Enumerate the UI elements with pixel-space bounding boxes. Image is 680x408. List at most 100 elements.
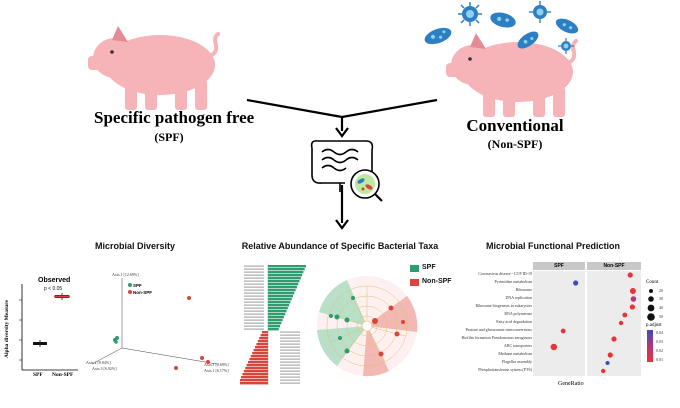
pathway-dot	[550, 343, 557, 351]
lefse-bar-label-line	[280, 340, 300, 342]
flow-arrows	[246, 98, 438, 223]
pcoa-axis-label: Axis.3 [6.92%]	[92, 366, 117, 371]
pcoa-point	[174, 366, 178, 370]
lefse-bar-label-line	[280, 331, 300, 333]
lefse-bar-chart	[240, 264, 306, 385]
lefse-bar-label-line	[280, 373, 300, 375]
pathway-label: RNA polymerase	[504, 311, 532, 316]
spf-abbr: (SPF)	[154, 130, 184, 144]
lefse-bar	[257, 340, 268, 343]
pcoa-axis-label: Axis.2 [8.84%]	[86, 360, 111, 365]
nonspf-clade	[367, 296, 418, 332]
y-ticks	[19, 299, 22, 361]
padj-legend-label: 0.04	[656, 330, 663, 335]
pathway-label: Fatty acid degradation	[496, 319, 532, 324]
lefse-bar	[242, 373, 268, 376]
padj-legend-title: p.adjust	[646, 323, 662, 328]
lefse-bar-label-line	[244, 328, 264, 330]
lefse-bar-label-line	[244, 319, 264, 321]
pathway-label: Pentose and glucuronate interconversions	[465, 327, 532, 332]
pcoa-axes	[91, 278, 218, 365]
lefse-bar	[268, 319, 283, 322]
lefse-bar	[260, 334, 268, 337]
lefse-bar	[268, 298, 292, 301]
pathway-dot	[622, 312, 628, 318]
lefse-bar-label-line	[280, 358, 300, 360]
microbes-icon	[424, 1, 579, 54]
lefse-bar	[268, 271, 304, 274]
dotplot-xlabel: GeneRatio	[558, 381, 584, 387]
lefse-bar-label-line	[280, 364, 300, 366]
lefse-bar-label-line	[280, 337, 300, 339]
nonspf-clade	[363, 326, 389, 377]
facet-label-nonspf: Non-SPF	[603, 263, 625, 269]
lefse-bar-label-line	[244, 277, 264, 279]
lefse-bar	[268, 277, 301, 280]
pathway-label: Coronavirus disease - COVID-19	[478, 271, 532, 276]
lefse-bar	[250, 355, 268, 358]
lefse-bar	[268, 265, 306, 268]
lefse-bar-label-line	[244, 265, 264, 267]
lefse-bar	[241, 376, 268, 379]
pcoa-legend-dot	[128, 290, 132, 294]
lefse-cladogram	[317, 276, 418, 377]
lefse-bar-label-line	[244, 271, 264, 273]
lefse-bar	[268, 280, 300, 283]
spf-clade	[317, 326, 367, 366]
lefse-bar	[248, 361, 268, 364]
pathway-label: Ribosome	[515, 287, 532, 292]
lefse-bar	[240, 382, 268, 385]
lefse-bar	[245, 367, 268, 370]
lefse-bar-label-line	[280, 361, 300, 363]
pcoa-point	[200, 356, 204, 360]
lefse-bar-label-line	[280, 343, 300, 345]
count-legend-label: 40	[659, 305, 663, 310]
lefse-bar	[252, 352, 268, 355]
spf-pig-icon	[88, 26, 220, 110]
lefse-bar-label-line	[244, 322, 264, 324]
pathway-dot	[630, 296, 637, 302]
top-illustration	[88, 1, 579, 230]
pcoa-axis-label: Axis.1 [12.69%]	[112, 272, 139, 277]
lefse-bar	[268, 268, 305, 271]
lefse-bar	[253, 349, 268, 352]
pcoa-axis-label: Axis.1 [8.69%]	[204, 362, 229, 367]
pathway-label: Pyrimidine metabolism	[494, 279, 532, 284]
lefse-legend-spf: SPF	[422, 264, 436, 271]
section-title-functional: Microbial Functional Prediction	[485, 241, 620, 251]
lefse-bar	[243, 370, 268, 373]
arrow-head-icon	[335, 219, 349, 230]
pig-eye-icon	[468, 57, 472, 61]
lefse-bar-label-line	[244, 283, 264, 285]
padj-colorbar	[647, 330, 653, 362]
padj-legend-label: 0.02	[656, 348, 663, 353]
arrow-head-icon	[335, 127, 349, 138]
pathway-dot	[618, 320, 624, 326]
lefse-bar-label-line	[244, 280, 264, 282]
lefse-bar-label-line	[244, 292, 264, 294]
pcoa-point	[114, 340, 118, 344]
lefse-bar-label-line	[244, 295, 264, 297]
pcoa-plot	[91, 278, 218, 370]
pcoa-point	[187, 296, 191, 300]
lefse-bar	[268, 289, 296, 292]
lefse-bar-label-line	[244, 307, 264, 309]
lefse-bar	[240, 379, 268, 382]
functional-dotplot	[533, 262, 641, 376]
conventional-abbr: (Non-SPF)	[487, 137, 543, 151]
padj-legend-label: 0.03	[656, 339, 663, 344]
pathway-label: Biofilm formation Pseudomonas aeruginosa	[461, 335, 532, 340]
lefse-bar-label-line	[244, 301, 264, 303]
pathway-dot	[605, 361, 610, 365]
lefse-bar	[268, 310, 287, 313]
lefse-bar-label-line	[280, 379, 300, 381]
section-title-diversity: Microbial Diversity	[94, 241, 176, 251]
pathway-dot	[607, 352, 613, 358]
lefse-legend-nonspf: Non-SPF	[422, 278, 452, 285]
pcoa-axis-label: Axis.1 [6.17%]	[204, 368, 229, 373]
padj-legend-label: 0.01	[656, 357, 663, 362]
pig-eye-icon	[110, 50, 114, 54]
conventional-pig-icon	[446, 33, 578, 117]
magnifier-icon	[350, 169, 383, 202]
